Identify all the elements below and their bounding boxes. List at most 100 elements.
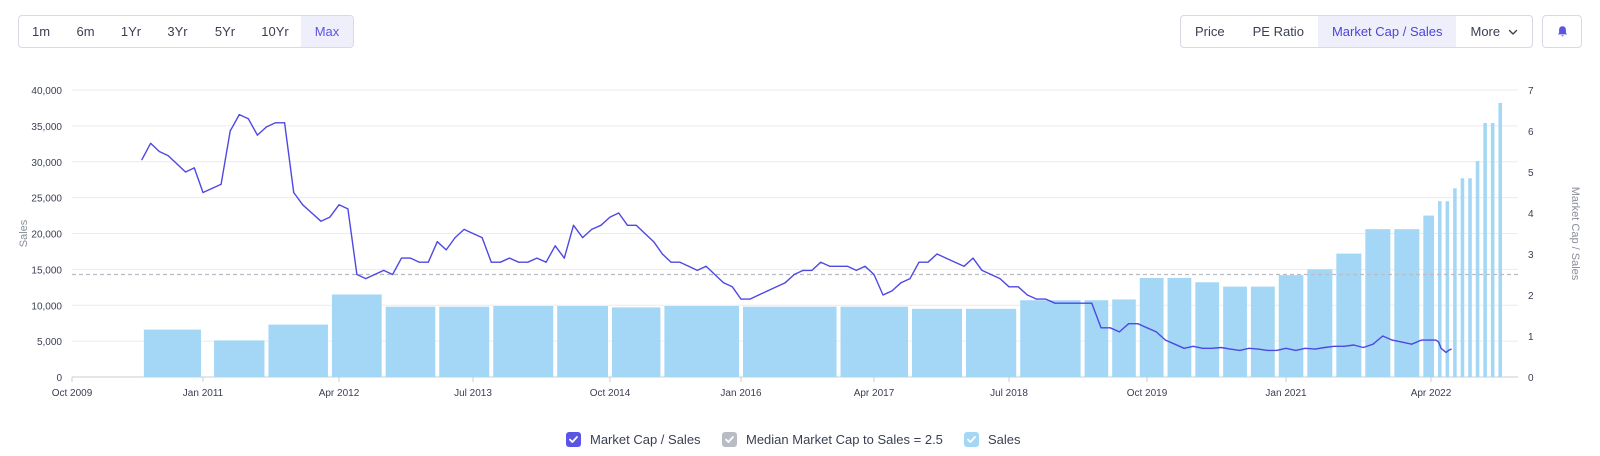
metric-price-tab[interactable]: Price <box>1195 24 1225 39</box>
y-left-tick-label: 15,000 <box>31 265 62 276</box>
mcap-sales-point <box>1248 347 1250 349</box>
range-5yr-button[interactable]: 5Yr <box>214 24 236 39</box>
sales-bar <box>1490 123 1495 377</box>
mcap-sales-point <box>661 253 664 255</box>
mcap-sales-point <box>722 282 725 284</box>
sales-bar <box>493 305 554 377</box>
checkbox-icon[interactable] <box>964 432 979 447</box>
metric-pe-ratio-tab[interactable]: PE Ratio <box>1252 24 1304 39</box>
mcap-sales-point <box>1100 327 1102 329</box>
x-tick-label: Jan 2021 <box>1265 388 1307 399</box>
mcap-sales-point <box>1183 347 1185 349</box>
mcap-sales-point <box>1266 349 1269 351</box>
metric-more-dropdown[interactable]: More <box>1456 16 1532 47</box>
range-3yr-button[interactable]: 3Yr <box>167 24 188 39</box>
mcap-sales-point <box>274 122 277 124</box>
mcap-sales-point <box>141 159 143 161</box>
mcap-sales-point <box>918 261 920 263</box>
sales-bar <box>912 308 962 377</box>
mcap-sales-point <box>696 269 698 271</box>
x-tick-label: Jul 2013 <box>454 388 492 399</box>
mcap-sales-point <box>882 294 884 296</box>
mcap-sales-point <box>356 273 358 276</box>
mcap-sales-point <box>1437 341 1440 343</box>
mcap-sales-point <box>635 224 637 226</box>
mcap-sales-point <box>1220 346 1222 349</box>
range-6m-button[interactable]: 6m <box>76 24 95 39</box>
y-left-axis-title: Sales <box>18 219 30 247</box>
range-1m-button[interactable]: 1m <box>31 24 51 39</box>
mcap-sales-point <box>927 261 929 263</box>
mcap-sales-point <box>1420 339 1422 341</box>
mcap-sales-point <box>837 265 840 267</box>
mcap-sales-point <box>1324 346 1326 349</box>
mcap-sales-point <box>1137 323 1139 325</box>
mcap-sales-point <box>1026 294 1028 296</box>
legend-item-mcap-sales[interactable]: Market Cap / Sales <box>566 432 701 447</box>
mcap-sales-point <box>1432 339 1435 341</box>
sales-bar <box>1468 178 1472 377</box>
mcap-sales-point <box>1333 345 1335 347</box>
mcap-sales-point <box>740 298 742 300</box>
y-left-tick-label: 10,000 <box>31 301 62 312</box>
range-1yr-button[interactable]: 1Yr <box>120 24 142 39</box>
mcap-sales-point <box>211 187 213 189</box>
mcap-sales-point <box>618 212 620 214</box>
mcap-sales-point <box>670 261 672 263</box>
x-tick-label: Apr 2022 <box>1411 388 1452 399</box>
chart-axes: 0 5,000 10,000 15,000 20,000 25,000 30,000 35,0… <box>18 86 1581 399</box>
mcap-sales-point <box>184 171 187 173</box>
mcap-sales-point <box>891 290 893 292</box>
mcap-sales-point <box>418 261 420 263</box>
checkbox-icon[interactable] <box>566 432 581 447</box>
mcap-sales-point <box>1036 298 1038 300</box>
mcap-sales-point <box>1164 339 1167 341</box>
mcap-sales-point <box>320 220 322 222</box>
sales-bar <box>1195 282 1220 377</box>
metric-market-cap-sales-tab[interactable]: Market Cap / Sales <box>1317 16 1457 47</box>
sales-bar <box>1460 178 1465 377</box>
mcap-sales-point <box>1435 339 1437 341</box>
sales-bar <box>840 306 908 377</box>
mcap-sales-point <box>302 204 304 206</box>
mcap-sales-point <box>329 216 331 218</box>
mcap-sales-point <box>247 118 249 120</box>
mcap-sales-point <box>705 265 707 267</box>
mcap-sales-point <box>679 261 681 263</box>
sales-bar <box>1250 286 1275 377</box>
mcap-sales-point <box>311 212 313 214</box>
mcap-sales-point <box>591 228 593 230</box>
mcap-sales-point <box>1091 302 1093 304</box>
mcap-sales-point <box>256 134 258 136</box>
sales-bar <box>1167 277 1192 377</box>
alert-button[interactable] <box>1542 15 1582 48</box>
mcap-sales-point <box>1257 348 1259 350</box>
mcap-sales-point <box>508 257 511 259</box>
more-label: More <box>1470 24 1501 39</box>
mcap-sales-point <box>150 142 152 144</box>
mcap-sales-point <box>609 216 611 218</box>
mcap-sales-point <box>1445 351 1447 353</box>
legend-item-sales[interactable]: Sales <box>964 432 1021 447</box>
mcap-sales-point <box>1304 347 1306 349</box>
y-right-tick-label: 3 <box>1528 250 1534 261</box>
mcap-sales-point <box>1082 302 1084 304</box>
mcap-sales-point <box>454 237 456 239</box>
mcap-sales-point <box>873 273 875 276</box>
mcap-sales-point <box>981 269 983 271</box>
mcap-sales-point <box>409 257 412 259</box>
mcap-sales-point <box>1017 286 1019 288</box>
sales-bar <box>1139 277 1164 377</box>
mcap-sales-point <box>563 257 565 259</box>
legend-item-median[interactable]: Median Market Cap to Sales = 2.5 <box>722 432 943 447</box>
mcap-sales-point <box>1382 335 1384 337</box>
sales-bar <box>1112 299 1136 377</box>
range-10yr-button[interactable]: 10Yr <box>261 24 289 39</box>
mcap-sales-point <box>158 150 160 153</box>
mcap-sales-point <box>374 273 376 276</box>
range-max-button[interactable]: Max <box>301 16 353 47</box>
mcap-sales-point <box>1229 348 1231 350</box>
checkbox-icon[interactable] <box>722 432 737 447</box>
mcap-sales-point <box>1314 348 1316 350</box>
mcap-sales-point <box>945 257 947 259</box>
